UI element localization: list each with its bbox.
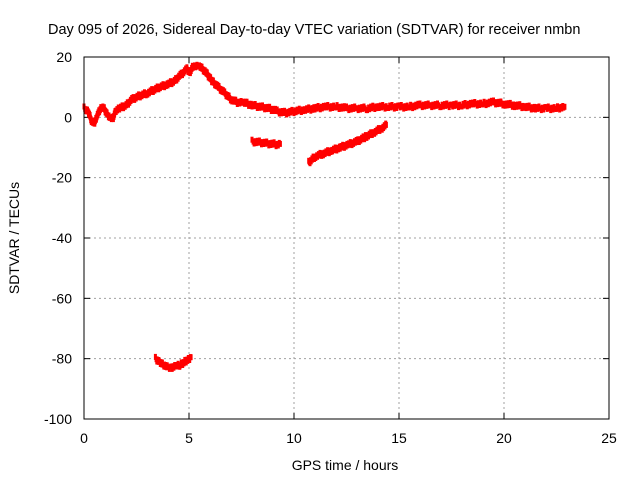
data-point: [189, 354, 193, 361]
x-axis-label: GPS time / hours: [292, 457, 399, 473]
series-main-trace: [82, 61, 567, 127]
x-tick-label: 25: [601, 430, 617, 446]
x-tick-label: 10: [286, 430, 302, 446]
series-low-arc: [153, 353, 193, 372]
series-rising-arc: [307, 120, 388, 167]
x-tick-label: 0: [80, 430, 88, 446]
y-tick-label: -80: [52, 351, 72, 367]
data-point: [363, 136, 367, 143]
plot-frame: [83, 56, 610, 420]
y-tick-label: -20: [52, 170, 72, 186]
x-tick-label: 20: [496, 430, 512, 446]
series-arc-near-minus-8: [250, 136, 282, 150]
y-tick-label: -40: [52, 230, 72, 246]
data-series: [82, 61, 567, 372]
data-point: [563, 103, 567, 110]
chart-title: Day 095 of 2026, Sidereal Day-to-day VTE…: [48, 22, 580, 38]
y-tick-labels: 20 0 -20 -40 -60 -80 -100: [44, 49, 72, 427]
x-tick-label: 15: [391, 430, 407, 446]
y-tick-label: 0: [64, 109, 72, 125]
y-tick-label: -100: [44, 411, 72, 427]
y-tick-label: -60: [52, 290, 72, 306]
data-point: [278, 140, 282, 147]
y-tick-label: 20: [56, 49, 72, 65]
x-tick-labels: 0 5 10 15 20 25: [80, 430, 617, 446]
x-tick-label: 5: [185, 430, 193, 446]
y-axis-label: SDTVAR / TECUs: [6, 182, 22, 294]
data-point: [384, 121, 388, 128]
